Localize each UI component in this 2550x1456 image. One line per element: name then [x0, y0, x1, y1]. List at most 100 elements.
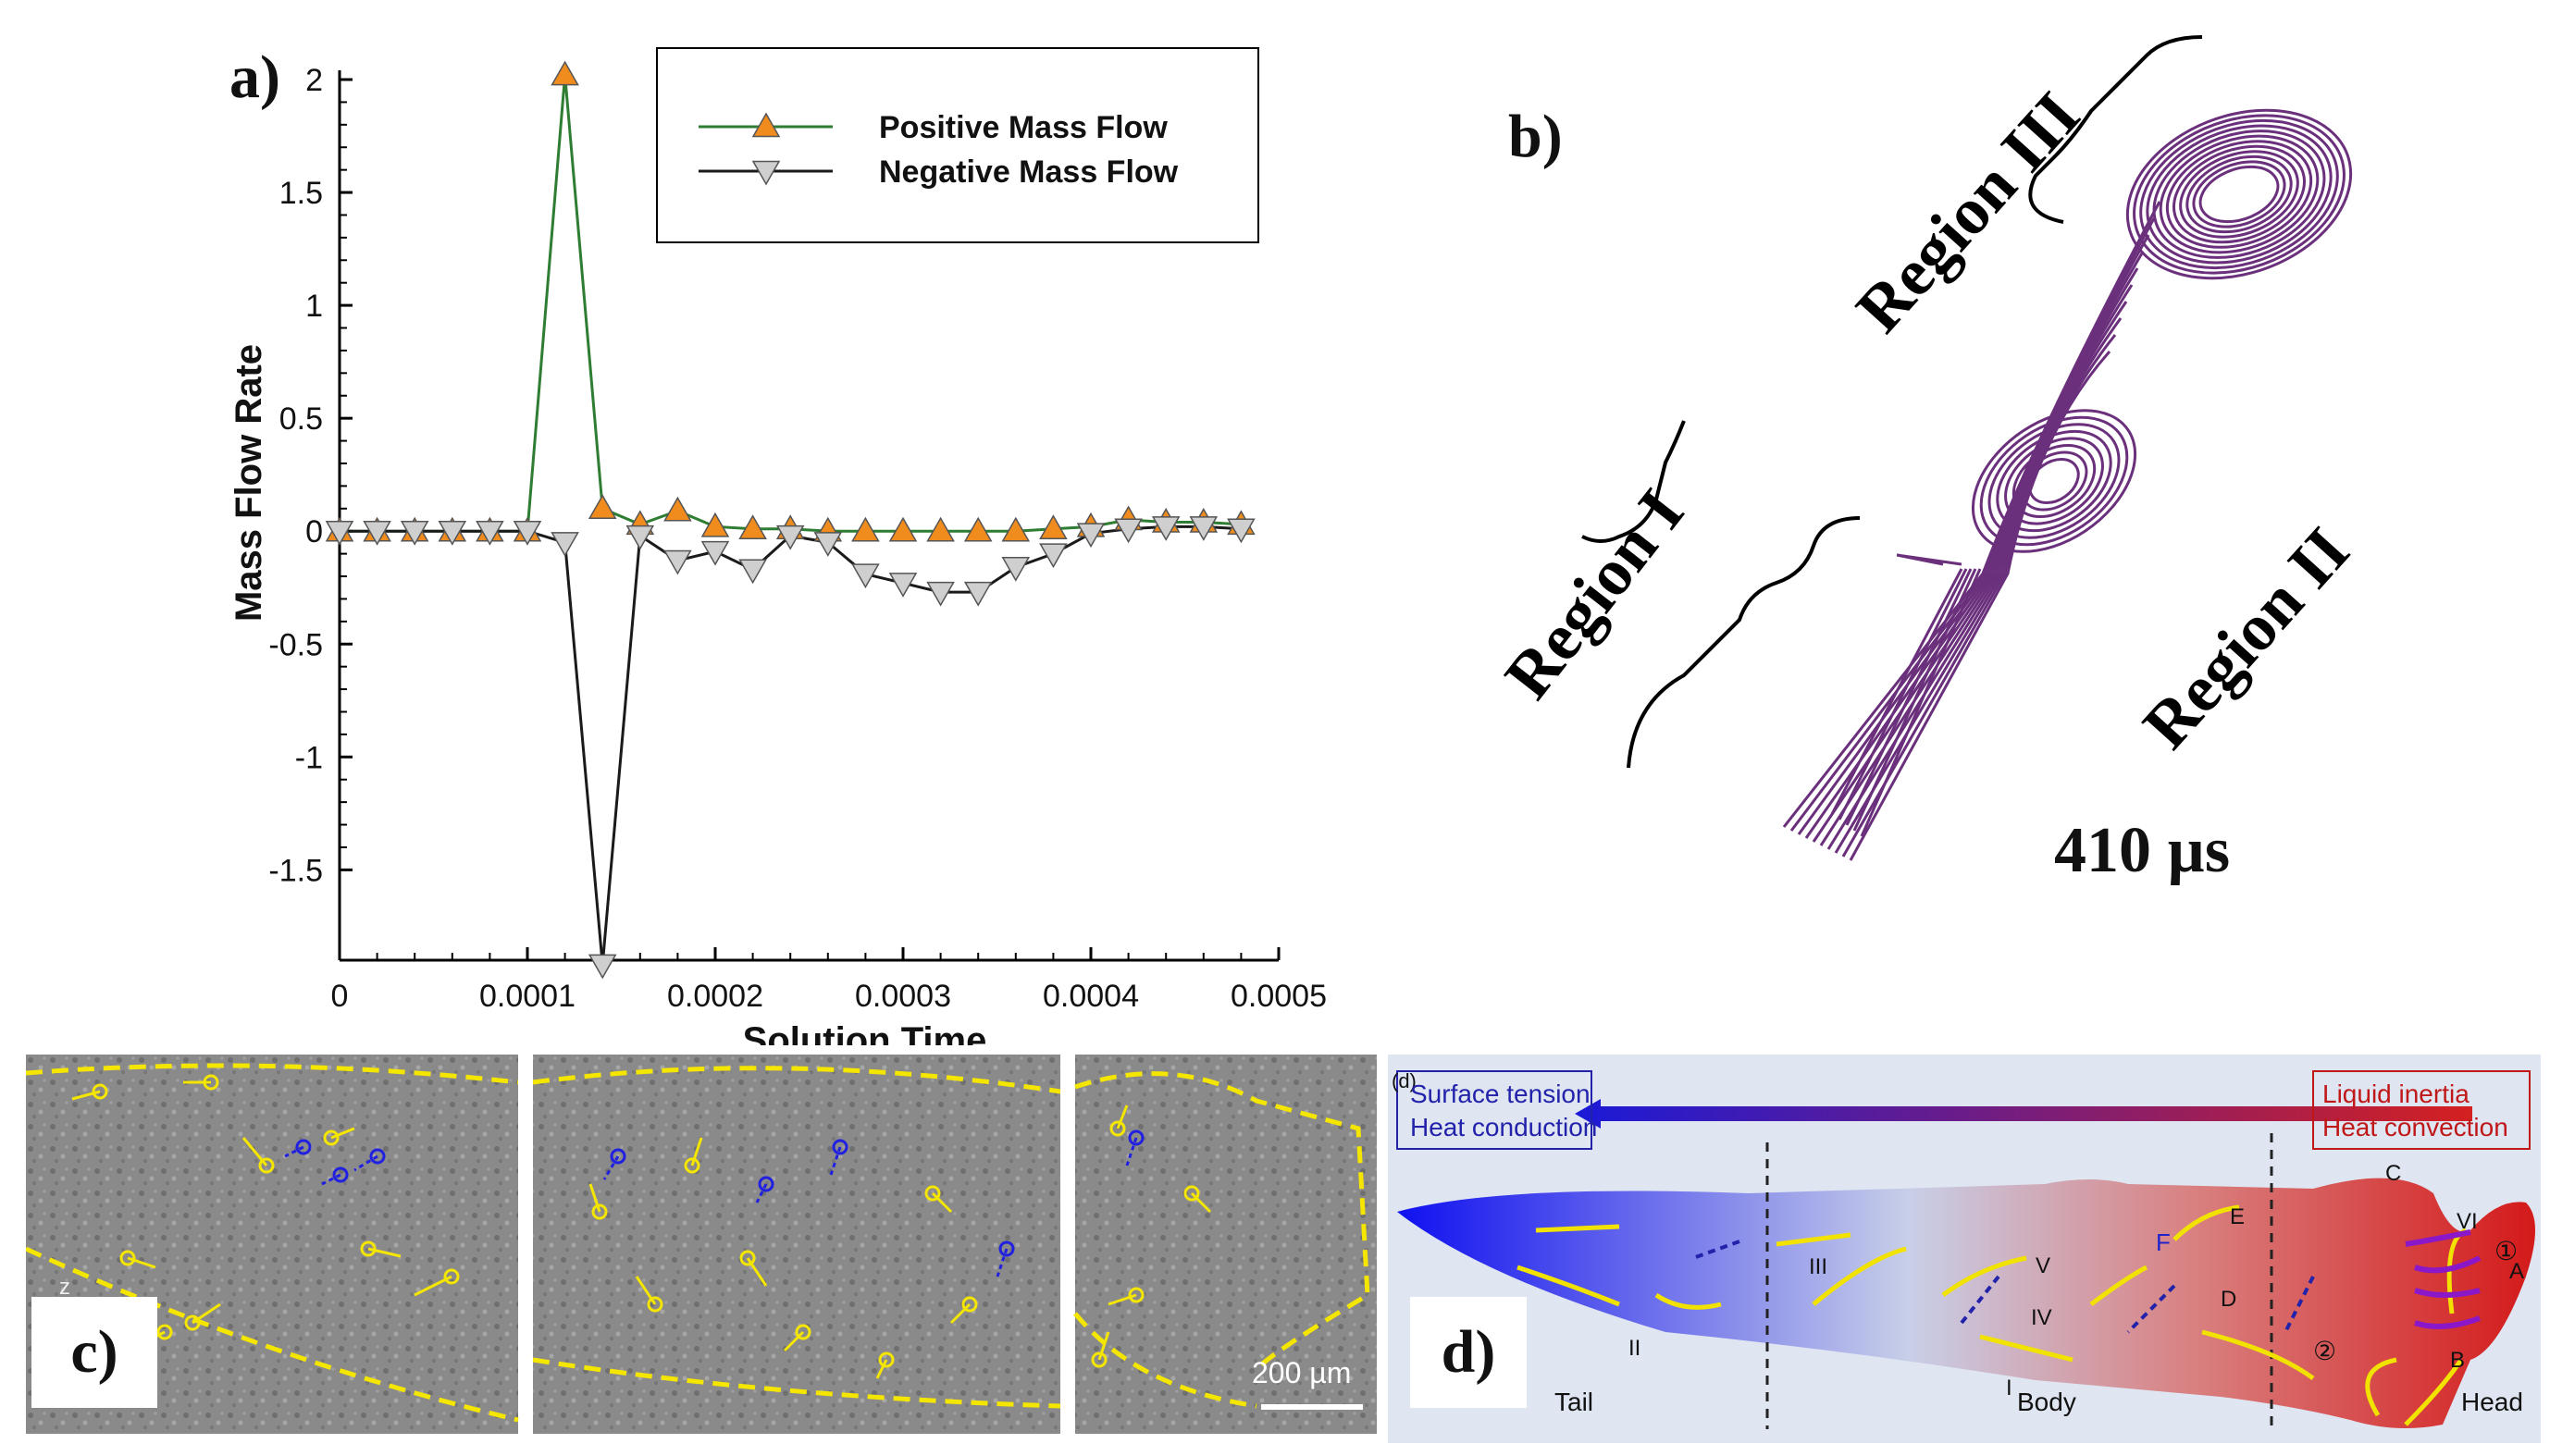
scale-bar-label: 200 µm: [1252, 1356, 1352, 1389]
series-0-point: [738, 514, 767, 540]
droplet-body: [1397, 1178, 2535, 1428]
tracer-vector: [875, 1359, 888, 1379]
tracer-vector: [635, 1276, 657, 1305]
series-1-point: [813, 532, 843, 557]
panel-d: (d) Surface tension Heat conduction Liqu…: [1388, 1055, 2541, 1443]
streamline: [2172, 144, 2306, 244]
internal-flow-arrows: [1516, 1204, 2468, 1426]
right-box: [2312, 1070, 2531, 1150]
series-1-point: [888, 573, 918, 598]
series-0-point: [1001, 516, 1031, 542]
tracer-particle: [184, 1314, 201, 1331]
tracer-vector-blue: [284, 1145, 304, 1158]
tracer-vector: [1116, 1104, 1129, 1129]
droplet-boundaries: [26, 1063, 1370, 1423]
series-0-point: [888, 516, 918, 542]
series-0-point: [851, 516, 880, 542]
streamline: [1789, 217, 2156, 832]
legend-label-1: Negative Mass Flow: [879, 154, 1179, 190]
roman-iv: IV: [2031, 1305, 2052, 1330]
tracer-particle: [795, 1324, 811, 1340]
tracer-vector: [783, 1330, 805, 1352]
tracer-vector: [1190, 1191, 1212, 1214]
y-tick-label: -1.5: [268, 853, 323, 888]
series-1-point: [663, 549, 692, 575]
streamline: [2185, 154, 2293, 234]
roman-ii: II: [1628, 1336, 1640, 1361]
tracer-particle: [1183, 1185, 1200, 1202]
tracer-particle-blue: [998, 1240, 1015, 1257]
streamline: [2133, 114, 2346, 275]
series-1-point: [476, 520, 504, 546]
streamline-group: [1782, 108, 2353, 861]
corner-mark: z: [59, 1275, 70, 1300]
tracer-particle: [1128, 1287, 1145, 1303]
tracer-vector: [931, 1191, 953, 1214]
series-1-point: [325, 520, 354, 546]
series-1-point: [513, 520, 542, 546]
corner-tag: (d): [1392, 1069, 1417, 1092]
x-axis-label: Solution Time: [743, 1020, 987, 1045]
series-0-point: [588, 494, 617, 520]
series-0-point: [551, 60, 579, 86]
series-1-point: [1114, 518, 1143, 544]
panel-a: 2 1.5 1 0.5 0 -0.5 -1 -1.5 0 0.0001 0.0002 0.0003 0.…: [0, 0, 1369, 1045]
zone-head: Head: [2461, 1388, 2523, 1416]
streamline: [2159, 134, 2320, 254]
streamline: [2179, 150, 2299, 239]
letter-f: F: [2156, 1228, 2171, 1256]
tracer-vector: [414, 1275, 452, 1297]
panel-b: b) Region I Region II Region III 410 µs: [1462, 0, 2550, 1018]
region-1-brace: [1627, 516, 1861, 769]
tracer-particle: [323, 1129, 340, 1146]
tracer-vector: [746, 1257, 768, 1287]
tracer-particle: [591, 1203, 608, 1220]
series-0-point: [926, 516, 955, 542]
y-tick-label: -0.5: [268, 627, 323, 662]
panel-b-label: b): [1508, 103, 1563, 170]
y-tick-label: 1.5: [279, 176, 323, 211]
y-tick-label: 1: [305, 289, 323, 324]
y-axis-label: Mass Flow Rate: [229, 344, 269, 622]
gradient-arrow: [1575, 1099, 2472, 1129]
region-2-brace: [1581, 420, 1686, 543]
tracer-particle-blue: [1128, 1129, 1145, 1146]
tracer-vector: [690, 1137, 703, 1166]
left-box-line-1: Surface tension: [1410, 1080, 1591, 1108]
streamline: [1782, 201, 2161, 828]
series-1-point: [775, 524, 805, 550]
x-tick-label: 0.0002: [667, 979, 763, 1014]
tracer-vector-blue: [321, 1173, 341, 1186]
series-0-point: [663, 496, 692, 522]
panel-d-label: d): [1410, 1297, 1527, 1408]
x-tick-label: 0.0004: [1043, 979, 1139, 1014]
left-box: [1396, 1070, 1592, 1150]
tracer-particle-blue: [332, 1166, 349, 1183]
series-0-point: [963, 516, 993, 542]
tracer-particle: [156, 1324, 173, 1340]
series-1-point: [738, 559, 767, 585]
tracer-particle: [443, 1268, 460, 1285]
tracer-particle: [1091, 1351, 1108, 1368]
tracer-particle: [360, 1240, 377, 1257]
series-1-point: [400, 520, 429, 546]
tracer-vector: [192, 1302, 221, 1325]
x-tick-label: 0.0001: [479, 979, 576, 1014]
series-line-1: [340, 524, 1242, 966]
series-1-point: [438, 520, 467, 546]
letter-b: B: [2450, 1348, 2465, 1373]
streamline: [2139, 118, 2339, 270]
circled-2: ②: [2313, 1337, 2336, 1365]
series-1-point: [1076, 523, 1106, 549]
series-1-point: [700, 540, 730, 566]
series-1-point: [963, 581, 993, 607]
letter-a: A: [2509, 1259, 2524, 1284]
streamline: [1860, 568, 1982, 837]
letter-e: E: [2230, 1204, 2245, 1229]
panel-c: 200 µm z c): [26, 1055, 1377, 1443]
tracer-particle-blue: [758, 1176, 774, 1192]
y-tick-label: 0: [305, 514, 323, 549]
tracer-vector-blue: [353, 1154, 378, 1172]
tracer-vector: [330, 1127, 355, 1140]
series-1-point: [363, 520, 391, 546]
